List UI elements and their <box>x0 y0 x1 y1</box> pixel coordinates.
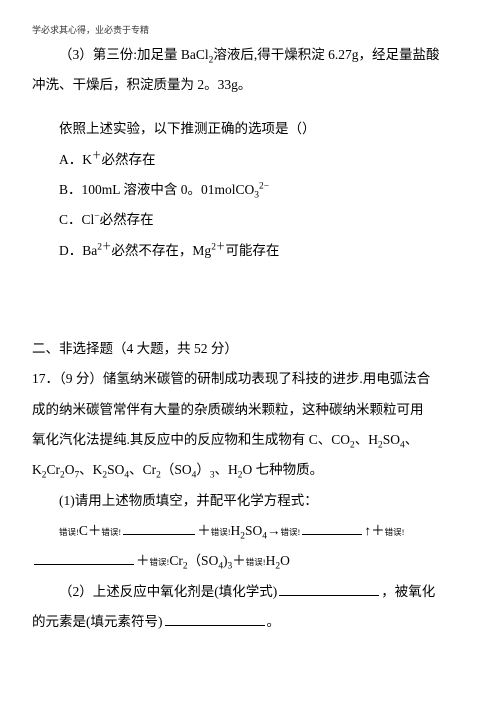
section2-heading: 二、非选择题（4 大题，共 52 分） <box>32 335 468 363</box>
q17d-d: 、K <box>79 462 102 477</box>
blank-4 <box>279 582 379 596</box>
q17-2d: 。 <box>267 614 281 629</box>
eq-arrow: → <box>267 523 281 538</box>
q17-2c: 的元素是(填元素符号) <box>32 614 163 629</box>
blank-5 <box>165 613 265 627</box>
optA-a: A．K <box>59 152 92 167</box>
q17d-a: K <box>32 462 42 477</box>
sup-2plus-2: 2＋ <box>211 242 225 252</box>
eq-plus2: ＋ <box>136 553 150 568</box>
blank-2 <box>302 522 362 536</box>
optA-b: 必然存在 <box>101 152 155 167</box>
q3-line1: （3）第三份:加足量 BaCl2溶液后,得干燥积淀 6.27g，经足量盐酸 <box>32 41 468 69</box>
q3-optA: A．K＋必然存在 <box>32 146 468 174</box>
q3-l1b: 溶液后,得干燥积淀 6.27g，经足量盐酸 <box>213 47 439 62</box>
err1: 错误! <box>59 527 79 537</box>
optC-a: C．Cl <box>59 212 94 227</box>
q17d-e: SO <box>107 462 124 477</box>
optB-a: B．100mL 溶液中含 0。01molCO <box>59 182 254 197</box>
q17d-f: 、Cr <box>129 462 156 477</box>
q17d-i: 、H <box>215 462 238 477</box>
eq-oend: O <box>280 553 290 568</box>
eq-h2: H <box>231 523 241 538</box>
sup-2plus-1: 2＋ <box>97 242 111 252</box>
q3-l1a: （3）第三份:加足量 BaCl <box>59 47 209 62</box>
q17-sub2-line2: 的元素是(填元素符号) 。 <box>32 608 468 636</box>
q17-line-c: 氧化汽化法提纯.其反应中的反应物和生成物有 C、CO2、H2SO4、 <box>32 426 468 454</box>
q3-stem: 依照上述实验，以下推测正确的选项是（） <box>32 115 468 143</box>
page-motto: 学必求其心得，业必贵于专精 <box>32 24 468 37</box>
err5: 错误! <box>385 527 405 537</box>
q17d-g: （SO <box>161 462 192 477</box>
sub-3b: 3 <box>228 562 233 572</box>
q3-optB: B．100mL 溶液中含 0。01molCO32− <box>32 176 468 204</box>
sub-4: 4 <box>400 441 405 451</box>
q17-2b: ，被氧化 <box>381 584 435 599</box>
q17c-3: SO <box>383 432 400 447</box>
eq-up: ↑＋ <box>364 523 384 538</box>
q17-sub2-line1: （2）上述反应中氧化剂是(填化学式) ，被氧化 <box>32 578 468 606</box>
eq-so4b: （SO <box>188 553 219 568</box>
err4: 错误! <box>281 527 301 537</box>
q3-optD: D．Ba2＋必然不存在，Mg2＋可能存在 <box>32 237 468 265</box>
q17-eq-line1: 错误!C＋错误!＋错误!H2SO4→错误!↑＋错误! <box>32 517 468 545</box>
optD-mid: 必然不存在，Mg <box>111 243 211 258</box>
err3: 错误! <box>211 527 231 537</box>
eq-c: C＋ <box>79 523 102 538</box>
q17d-b: Cr <box>46 462 60 477</box>
q17-line-d: K2Cr2O7、K2SO4、Cr2（SO4）3、H2O 七种物质。 <box>32 456 468 484</box>
q17c-1: 氧化汽化法提纯.其反应中的反应物和生成物有 C、CO <box>32 432 350 447</box>
q3-optC: C．Cl−必然存在 <box>32 206 468 234</box>
eq-so4: SO <box>245 523 262 538</box>
q17c-2: 、H <box>355 432 378 447</box>
blank-1 <box>123 522 195 536</box>
q17d-c: O <box>65 462 75 477</box>
eq-plus1: ＋ <box>197 523 211 538</box>
q17d-j: O 七种物质。 <box>243 462 324 477</box>
q17-sub1: (1)请用上述物质填空，并配平化学方程式： <box>32 487 468 515</box>
optC-b: 必然存在 <box>100 212 154 227</box>
eq-h2o: H <box>266 553 276 568</box>
eq-cr2: Cr <box>169 553 183 568</box>
optB-sub: 3 <box>254 191 259 201</box>
q17-line-a: 17．（9 分）储氢纳米碳管的研制成功表现了科技的进步.用电弧法合 <box>32 365 468 393</box>
optD-a: D．Ba <box>59 243 97 258</box>
err7: 错误! <box>246 557 266 567</box>
q17-eq-line2: ＋错误!Cr2（SO4)3＋错误!H2O <box>32 547 468 575</box>
blank-3 <box>34 552 134 566</box>
err2: 错误! <box>101 527 121 537</box>
q17-line-b: 成的纳米碳管常伴有大量的杂质碳纳米颗粒，这种碳纳米颗粒可用 <box>32 396 468 424</box>
q17-2a: （2）上述反应中氧化剂是(填化学式) <box>59 584 277 599</box>
optD-end: 可能存在 <box>225 243 279 258</box>
optB-sup: 2− <box>259 181 269 191</box>
q3-line2: 冲洗、干燥后，积淀质量为 2。33g。 <box>32 71 468 99</box>
err6: 错误! <box>150 557 170 567</box>
q17d-h: ） <box>196 462 210 477</box>
